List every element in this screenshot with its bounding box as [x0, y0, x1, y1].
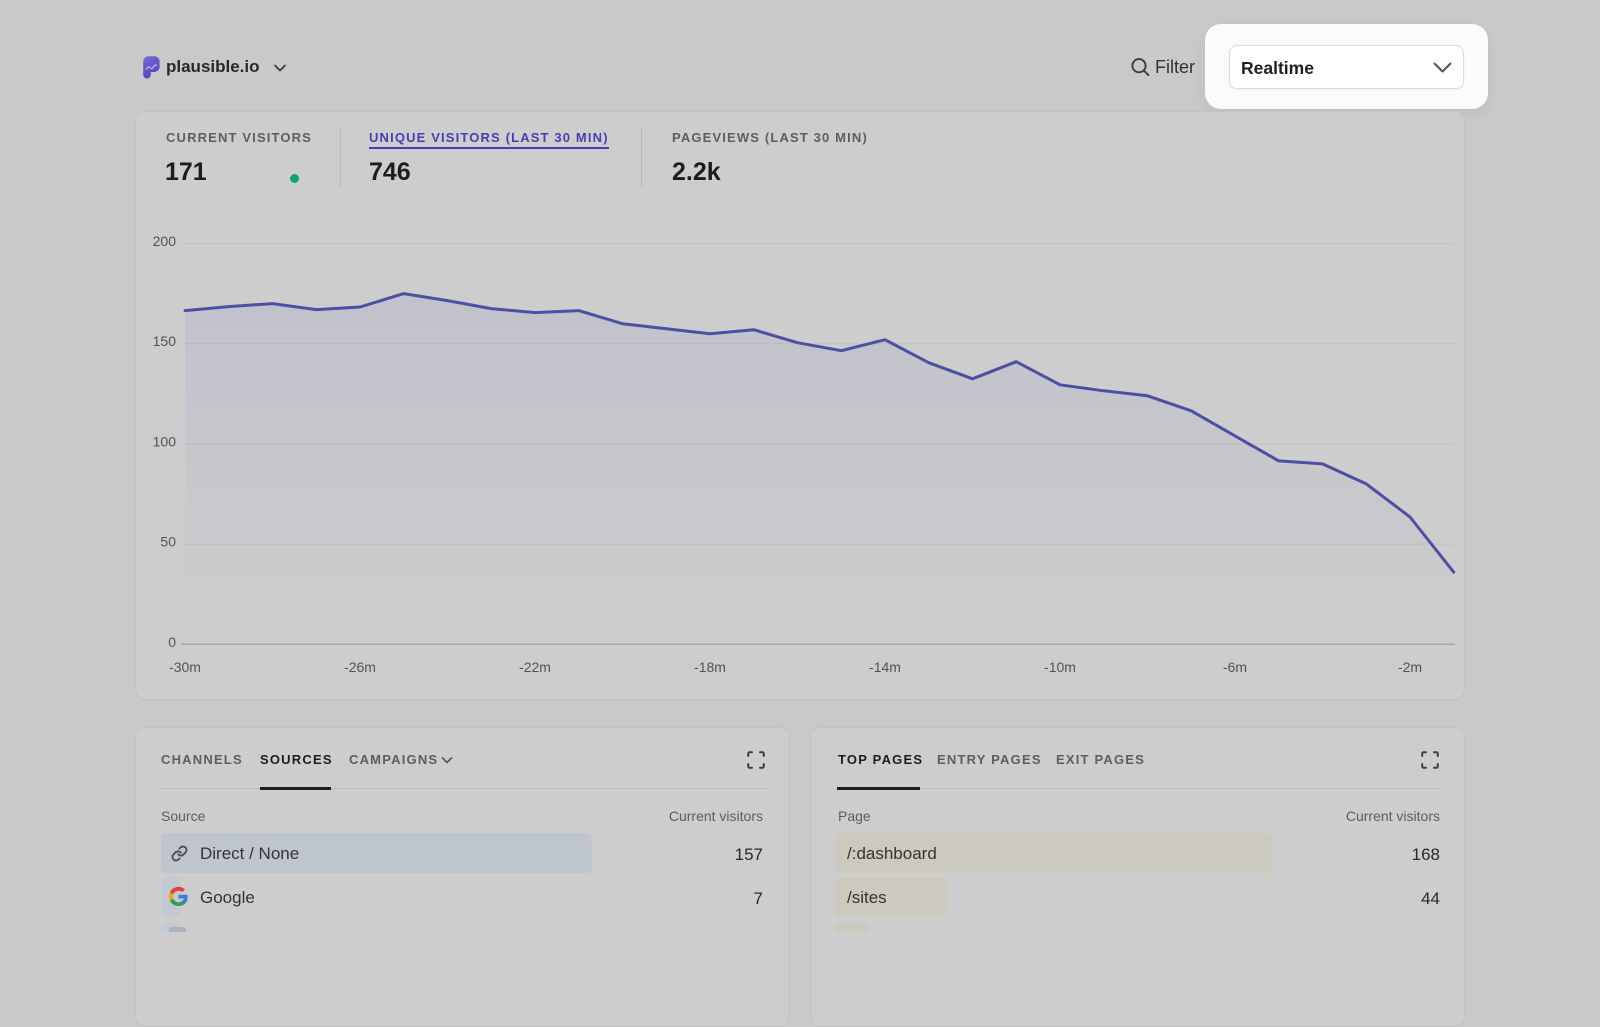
svg-text:200: 200 — [153, 233, 177, 249]
svg-text:-6m: -6m — [1223, 659, 1247, 675]
svg-text:50: 50 — [160, 534, 176, 550]
svg-text:0: 0 — [168, 634, 176, 650]
svg-text:-10m: -10m — [1044, 659, 1076, 675]
svg-text:-2m: -2m — [1398, 659, 1422, 675]
svg-text:-30m: -30m — [169, 659, 201, 675]
svg-text:-26m: -26m — [344, 659, 376, 675]
svg-text:-18m: -18m — [694, 659, 726, 675]
svg-text:100: 100 — [153, 433, 177, 449]
svg-text:-22m: -22m — [519, 659, 551, 675]
svg-text:-14m: -14m — [869, 659, 901, 675]
svg-text:150: 150 — [153, 333, 177, 349]
